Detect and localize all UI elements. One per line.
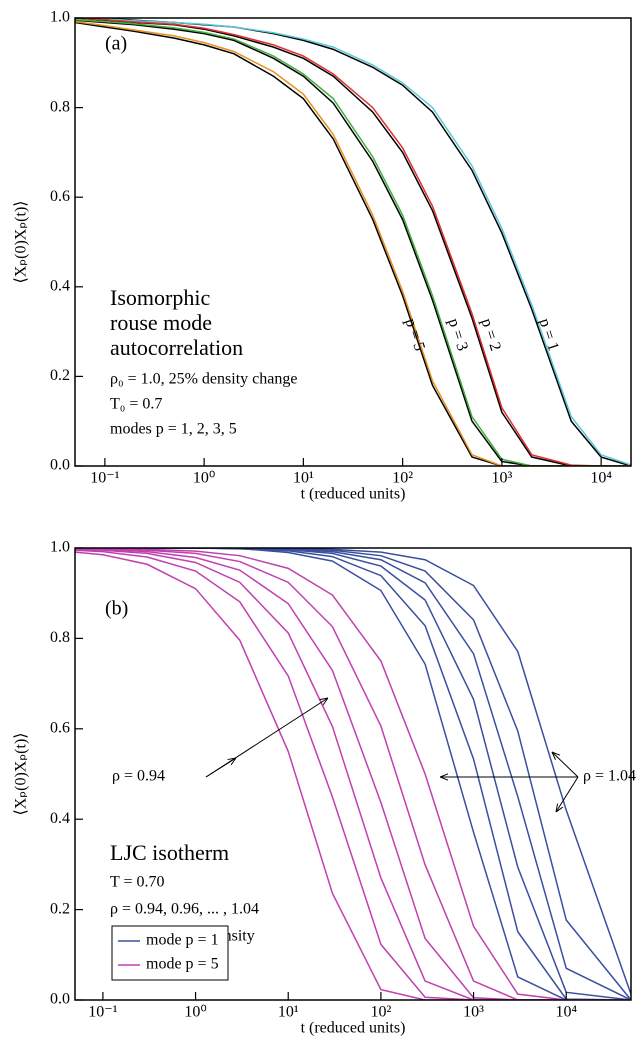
annotation: Isomorphic [110,285,210,310]
x-tick-label: 10¹ [278,1004,299,1021]
y-tick-label: 1.0 [50,539,70,556]
annotation: LJC isotherm [110,840,229,865]
y-tick-label: 0.2 [50,367,70,384]
curve [75,19,631,466]
y-tick-label: 0.0 [50,457,70,474]
curve [75,19,631,466]
annotation: p = 1 [536,316,562,353]
x-tick-label: 10⁰ [184,1004,206,1021]
panel: 0.0 0.2 0.4 0.6 0.8 1.0 10⁻¹ 10⁰ 10¹ 10² 10³ 10⁴ t (… [13,539,636,1037]
annotation: T = 0.70 [110,874,165,891]
curve [75,548,631,1000]
legend-label: mode p = 1 [146,932,219,949]
curve [75,548,631,1000]
x-tick-label: 10³ [491,470,512,487]
curve [75,548,631,1000]
annotation: (b) [105,598,128,620]
y-tick-label: 0.0 [50,991,70,1008]
curve [75,548,631,1000]
plot-frame [74,17,632,467]
annotation: modes p = 1, 2, 3, 5 [110,421,237,438]
annotation: p = 5 [402,316,428,353]
plot-area [75,18,631,466]
y-tick-label: 0.4 [50,277,70,294]
annotation: ρ = 1.04 [583,768,636,785]
curve [75,548,631,1000]
legend-box [111,925,229,981]
annotation: (a) [105,33,127,55]
arrow [205,758,236,778]
curve [75,551,631,1000]
y-tick-label: 1.0 [50,9,70,26]
x-tick-label: 10² [370,1004,391,1021]
curve [75,18,631,466]
legend-label: mode p = 5 [146,956,219,973]
x-axis-label: t (reduced units) [301,1020,406,1037]
x-tick-label: 10² [392,470,413,487]
arrow [556,776,579,812]
annotation: autocorrelation [110,335,243,360]
x-tick-label: 10⁴ [555,1004,577,1021]
x-axis-label: t (reduced units) [301,486,406,503]
y-tick-label: 0.6 [50,188,70,205]
annotation: ρ = 0.94 [112,768,165,785]
curve [75,548,631,1000]
curve [75,548,631,995]
y-tick-label: 0.4 [50,810,70,827]
curve [75,21,631,466]
panel: 0.0 0.2 0.4 0.6 0.8 1.0 10⁻¹ 10⁰ 10¹ 10² 10³ 10⁴ t (… [13,9,632,503]
curve [75,18,631,466]
y-tick-label: 0.2 [50,900,70,917]
plot-area [75,548,631,1000]
y-tick-label: 0.8 [50,629,70,646]
annotation: ρ₀ = 1.0, 25% density change [110,371,297,388]
x-tick-label: 10¹ [293,470,314,487]
curve [75,20,631,466]
arrows [205,698,579,812]
y-tick-label: 0.8 [50,98,70,115]
annotation: T₀ = 0.7 [110,396,162,413]
annotation: ρ = 0.94, 0.96, ... , 1.04 [110,901,259,918]
x-tick-label: 10⁴ [590,470,612,487]
curve [75,548,631,1000]
y-axis-label: ⟨Xₚ(0)Xₚ(t)⟩ [13,200,30,283]
x-tick-label: 10⁻¹ [88,1004,117,1021]
x-tick-label: 10³ [463,1004,484,1021]
curve [75,548,631,1000]
arrow [552,752,579,778]
curve [75,549,631,1000]
plot-frame [74,547,632,1001]
curve [75,548,631,1000]
x-tick-label: 10⁻¹ [90,470,119,487]
x-tick-label: 10⁰ [193,470,215,487]
y-tick-label: 0.6 [50,719,70,736]
y-axis-label: ⟨Xₚ(0)Xₚ(t)⟩ [13,732,30,815]
annotation: rouse mode [110,310,212,335]
